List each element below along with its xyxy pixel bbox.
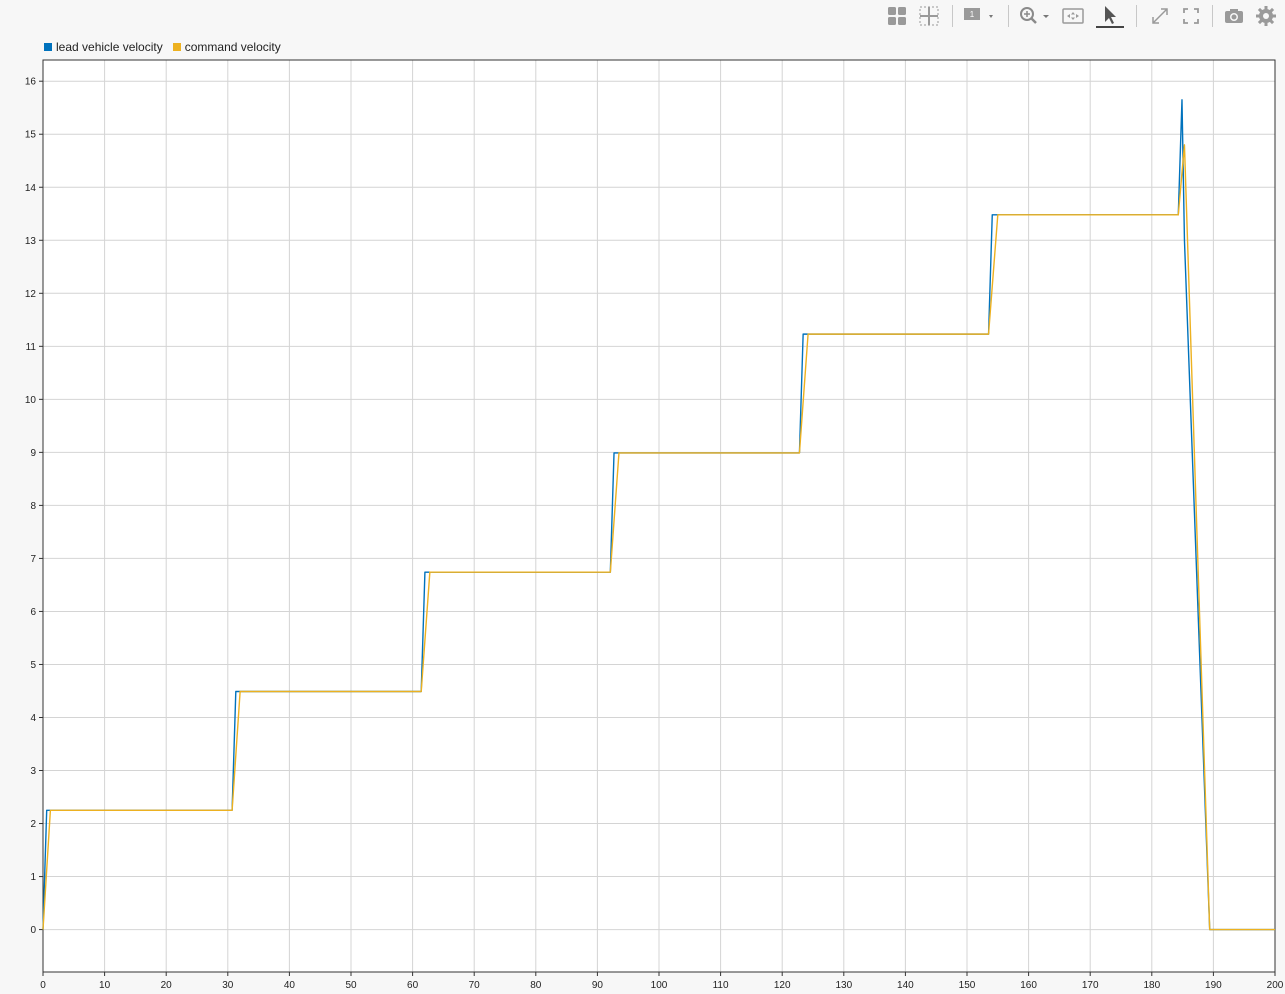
x-tick-label: 110 [713,980,729,991]
single-view-dropdown-icon[interactable]: 1 [962,4,998,28]
legend-swatch-series2 [172,43,181,51]
toolbar-divider [1008,5,1009,27]
x-tick-label: 0 [40,980,46,991]
y-tick-label: 13 [25,236,37,247]
legend-entry-series1[interactable]: lead vehicle velocity [44,40,163,54]
y-tick-label: 8 [30,501,36,512]
x-tick-label: 70 [469,980,481,991]
x-tick-label: 180 [1143,980,1160,991]
zoom-dropdown-icon[interactable] [1018,4,1054,28]
x-tick-label: 150 [959,980,976,991]
y-tick-label: 11 [26,342,37,353]
pointer-select-icon[interactable] [1096,4,1124,28]
fit-to-view-icon[interactable] [1060,4,1086,28]
y-tick-label: 7 [30,554,36,565]
x-tick-label: 20 [161,980,173,991]
y-tick-label: 12 [25,289,37,300]
y-tick-label: 16 [25,77,37,88]
expand-arrows-icon[interactable] [1148,4,1172,28]
x-tick-label: 200 [1267,980,1284,991]
x-tick-label: 60 [407,980,419,991]
x-tick-label: 80 [530,980,542,991]
toolbar: 1 [0,0,1285,32]
y-tick-label: 0 [30,925,36,936]
crosshair-grid-icon[interactable] [918,4,940,28]
legend-swatch-series1 [44,43,52,51]
chart-legend: lead vehicle velocity command velocity [44,40,291,54]
x-tick-label: 50 [345,980,357,991]
x-tick-label: 130 [835,980,852,991]
x-tick-label: 30 [222,980,234,991]
x-tick-label: 120 [774,980,791,991]
x-tick-label: 10 [99,980,111,991]
fullscreen-icon[interactable] [1180,4,1202,28]
y-tick-label: 6 [30,607,36,618]
y-tick-label: 10 [25,395,37,406]
x-tick-label: 140 [897,980,914,991]
x-tick-label: 170 [1082,980,1099,991]
y-tick-label: 5 [30,660,36,671]
series-line-2 [42,144,1275,931]
layout-grid-icon[interactable] [886,4,908,28]
toolbar-divider [1136,5,1137,27]
x-tick-label: 190 [1205,980,1222,991]
camera-icon[interactable] [1222,4,1246,28]
x-tick-label: 40 [284,980,296,991]
x-tick-label: 100 [651,980,668,991]
y-tick-label: 15 [25,130,37,141]
y-tick-label: 4 [30,713,36,724]
y-tick-label: 3 [30,766,36,777]
gear-icon[interactable] [1254,4,1278,28]
y-tick-label: 2 [30,819,36,830]
y-tick-label: 9 [30,448,36,459]
legend-label-series1: lead vehicle velocity [56,40,163,54]
legend-label-series2: command velocity [184,40,281,54]
toolbar-divider [952,5,953,27]
plot-border [42,59,1276,973]
legend-entry-series2[interactable]: command velocity [172,40,281,54]
x-tick-label: 160 [1020,980,1037,991]
single-view-label: 1 [970,10,975,19]
toolbar-divider [1212,5,1213,27]
y-tick-label: 14 [25,183,37,194]
y-tick-label: 1 [30,872,36,883]
x-tick-label: 90 [592,980,604,991]
